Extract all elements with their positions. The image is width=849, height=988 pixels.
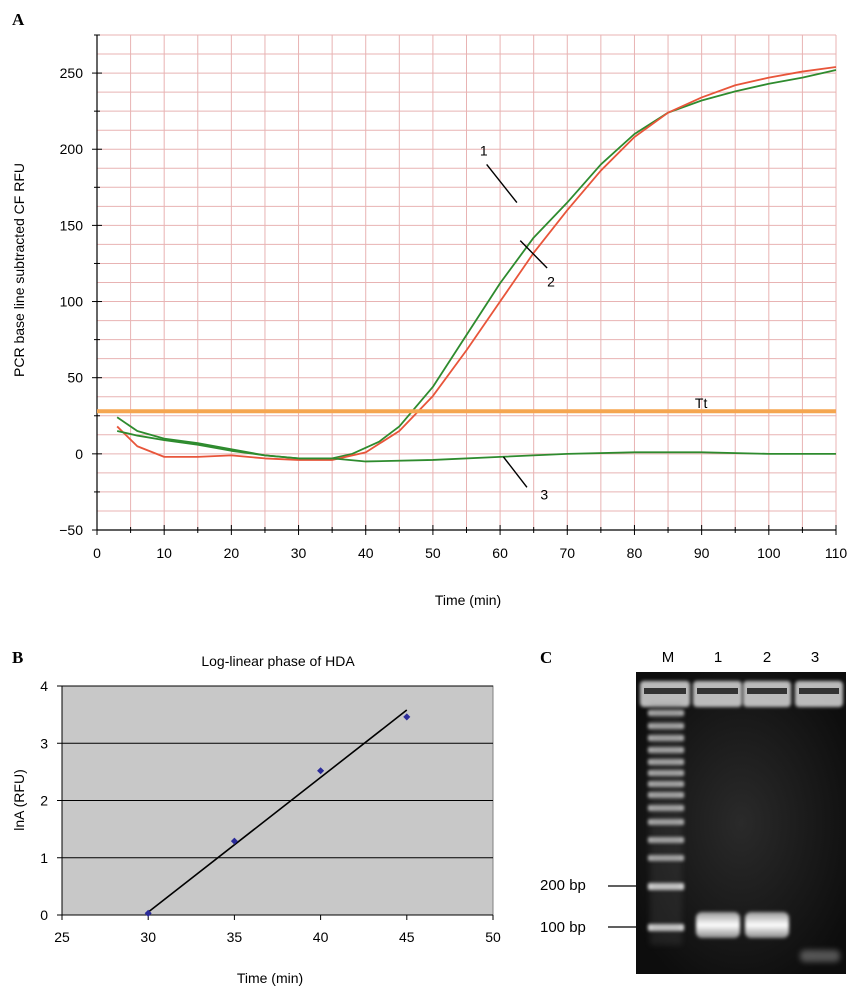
- chart-a-xtick-label: 60: [492, 545, 508, 561]
- chart-a-xtick-label: 20: [224, 545, 240, 561]
- chart-b-xtick-label: 40: [313, 929, 329, 945]
- chart-b-xtick-label: 50: [485, 929, 501, 945]
- chart-a-xtick-label: 40: [358, 545, 374, 561]
- chart-b-ytick-label: 0: [40, 907, 48, 923]
- gel-well-slot: [747, 688, 787, 694]
- chart-b-xlabel: Time (min): [237, 970, 303, 986]
- chart-b-ytick-label: 2: [40, 793, 48, 809]
- gel-band-lane-1: [696, 912, 740, 938]
- gel-lane-label-3: 3: [811, 649, 819, 666]
- chart-b-trendline: [147, 709, 408, 913]
- chart-b-point: [144, 909, 152, 917]
- chart-a-xtick-label: 50: [425, 545, 441, 561]
- chart-a-xtick-label: 10: [156, 545, 172, 561]
- chart-b-ylabel: lnA (RFU): [11, 769, 27, 830]
- chart-a-xtick-label: 110: [825, 545, 848, 561]
- chart-b-xtick-label: 45: [399, 929, 415, 945]
- chart-a-series-1: [116, 69, 837, 460]
- chart-b-point: [403, 713, 411, 721]
- chart-b-xtick-label: 25: [54, 929, 70, 945]
- chart-a-ytick-label: −50: [59, 522, 83, 538]
- chart-a-annotation: 3: [540, 487, 548, 503]
- chart-a-ytick-label: 50: [67, 370, 83, 386]
- chart-b-xtick-label: 35: [227, 929, 243, 945]
- chart-a-pointer-1: [486, 164, 518, 203]
- chart-a-xtick-label: 70: [559, 545, 575, 561]
- gel-well-slot: [697, 688, 738, 694]
- chart-a-ytick-label: 0: [75, 446, 83, 462]
- chart-b-point: [317, 767, 325, 775]
- chart-a: −50 0 50 100 150 200 250 0 10 20 30 40 50 60 70 80 90 100…: [59, 34, 848, 561]
- chart-a-pointer-3: [502, 456, 528, 488]
- gel-lane-label-2: 2: [763, 649, 771, 666]
- chart-a-annotation: Tt: [695, 395, 708, 411]
- chart-a-xtick-label: 30: [291, 545, 307, 561]
- chart-b-xtick-label: 30: [140, 929, 156, 945]
- gel-well-slot: [799, 688, 839, 694]
- chart-a-xtick-label: 0: [93, 545, 101, 561]
- chart-a-xtick-label: 100: [757, 545, 781, 561]
- chart-b-point: [230, 837, 238, 845]
- panel-letter-c: C: [540, 648, 552, 667]
- chart-a-xtick-label: 90: [694, 545, 710, 561]
- gel-band-lane-2: [745, 912, 789, 938]
- chart-a-ylabel: PCR base line subtracted CF RFU: [11, 163, 27, 377]
- chart-a-ytick-label: 250: [60, 65, 84, 81]
- chart-a-series-3: [116, 430, 836, 463]
- chart-b: 0 1 2 3 4 25 30 35 40 45 50: [40, 678, 501, 945]
- chart-b-ytick-label: 3: [40, 735, 48, 751]
- chart-b-ytick-label: 4: [40, 678, 48, 694]
- chart-a-xlabel: Time (min): [435, 592, 501, 608]
- gel-marker-100bp: 100 bp: [540, 919, 586, 936]
- gel-lane-label-m: M: [662, 649, 675, 666]
- gel-well-slot: [644, 688, 686, 694]
- chart-a-ytick-label: 200: [60, 141, 84, 157]
- chart-a-annotation: 2: [547, 273, 555, 289]
- chart-a-ytick-label: 150: [60, 217, 84, 233]
- chart-a-xtick-label: 80: [627, 545, 643, 561]
- chart-a-pointer-2: [519, 240, 548, 269]
- gel-ladder-smear: [650, 705, 682, 945]
- panel-letter-b: B: [12, 648, 23, 667]
- panel-letter-a: A: [12, 10, 25, 29]
- chart-a-annotation: 1: [480, 142, 488, 158]
- gel-band-lane-3: [800, 950, 840, 962]
- gel-lane-label-1: 1: [714, 649, 722, 666]
- gel-marker-200bp: 200 bp: [540, 877, 586, 894]
- chart-a-series-2: [116, 66, 837, 461]
- chart-a-ytick-label: 100: [60, 294, 84, 310]
- chart-b-ytick-label: 1: [40, 850, 48, 866]
- gel-image: [636, 672, 846, 974]
- chart-b-title: Log-linear phase of HDA: [201, 653, 355, 669]
